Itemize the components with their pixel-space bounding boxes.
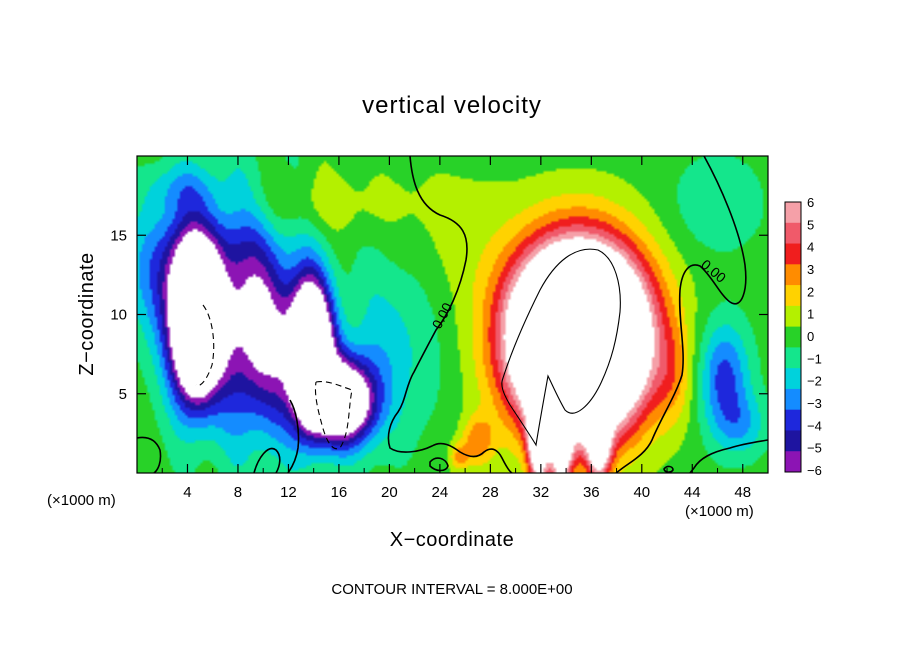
zero-contour-right [615,156,747,473]
zero-contour-bottom-right [689,439,768,473]
y-axis-ticks: 5 10 15 [110,227,768,403]
zero-contour-small-3 [429,457,449,472]
x-tick-label: 4 [183,484,191,501]
colorbar-swatch [785,347,801,369]
velocity-field [137,156,768,473]
y-tick-label: 15 [110,227,127,244]
colorbar-swatch [785,451,801,473]
x-tick-label: 44 [684,484,701,501]
colorbar-label: −2 [807,374,822,389]
zero-contour-main [387,156,513,473]
zero-contour-small-1 [253,447,281,473]
x-tick-label: 32 [532,484,549,501]
zero-contour-small-4 [663,465,674,473]
downdraft-contours [195,304,353,450]
zero-contour-left [137,436,162,473]
updraft-contours [501,248,621,447]
x-axis-ticks: 4 8 12 16 20 24 28 32 36 40 44 48 [161,156,751,501]
colorbar-label: −4 [807,418,822,433]
x-tick-label: 20 [381,484,398,501]
colorbar-swatch [785,409,801,431]
colorbar-label: 3 [807,262,814,277]
colorbar-frame [784,201,802,473]
colorbar-label: 2 [807,284,814,299]
downdraft-contour-left [195,304,215,387]
y-tick-label: 10 [110,307,127,324]
x-tick-label: 12 [280,484,297,501]
x-tick-label: 16 [331,484,348,501]
colorbar-label: 6 [807,195,814,210]
chart-title: vertical velocity [362,92,542,119]
colorbar-swatch [785,305,801,328]
colorbar-swatch [785,430,801,452]
plot-area: 0.00 0.00 [137,156,768,473]
x-tick-label: 40 [633,484,650,501]
colorbar-swatch [785,368,801,390]
x-tick-label: 24 [432,484,449,501]
colorbar-label: −6 [807,463,822,478]
colorbar-swatch [785,243,801,265]
colorbar-label: 4 [807,240,814,255]
x-tick-label: 8 [234,484,242,501]
colorbar-label: 0 [807,329,814,344]
colorbar-swatch [785,285,801,307]
zero-contour-small-2 [287,399,300,473]
y-axis-label: Z−coordinate [76,252,98,375]
updraft-contour-8 [501,248,621,447]
colorbar-label: 5 [807,217,814,232]
x-axis-unit: (×1000 m) [685,503,754,520]
colorbar-label: −3 [807,396,822,411]
downdraft-contour-middle [314,381,353,450]
contour-interval-note: CONTOUR INTERVAL = 8.000E+00 [331,581,572,598]
y-tick-label: 5 [119,386,127,403]
colorbar-swatch [785,202,801,224]
zero-contours [137,156,768,473]
colorbar-label: −1 [807,351,822,366]
x-axis-label: X−coordinate [390,529,514,551]
colorbar-swatch [785,264,801,286]
x-tick-label: 28 [482,484,499,501]
y-axis-unit: (×1000 m) [47,492,116,509]
x-tick-label: 48 [734,484,751,501]
colorbar-swatch [785,388,801,411]
x-tick-label: 36 [583,484,600,501]
colorbar: 6 5 4 3 2 1 0 −1 −2 −3 −4 −5 −6 [784,195,822,478]
colorbar-swatch [785,326,801,348]
colorbar-swatch [785,222,801,245]
colorbar-label: −5 [807,441,822,456]
colorbar-label: 1 [807,307,814,322]
